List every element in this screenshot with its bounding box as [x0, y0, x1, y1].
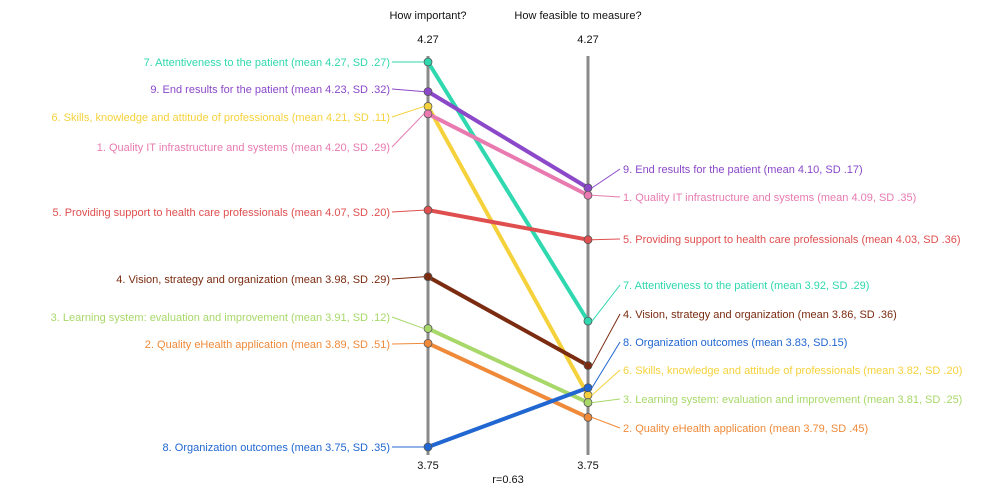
left-leader-line: [391, 342, 425, 345]
series-6: 4. Vision, strategy and organization (me…: [116, 272, 897, 370]
right-data-label: 6. Skills, knowledge and attitude of pro…: [623, 365, 962, 377]
left-point: [423, 57, 433, 67]
right-point: [583, 361, 593, 370]
left-data-label: 5. Providing support to health care prof…: [52, 207, 390, 219]
left-point: [423, 102, 433, 111]
series-3: 6. Skills, knowledge and attitude of pro…: [51, 102, 962, 400]
right-point: [583, 183, 593, 193]
left-data-label: 4. Vision, strategy and organization (me…: [116, 274, 390, 286]
right-leader-line: [591, 341, 621, 389]
series-line: [426, 274, 590, 368]
right-point: [583, 412, 593, 422]
right-point: [583, 190, 593, 200]
right-point: [583, 398, 593, 407]
left-leader-line: [391, 209, 425, 213]
right-data-label: 1. Quality IT infrastructure and systems…: [623, 192, 916, 204]
left-data-label: 3. Learning system: evaluation and impro…: [51, 312, 390, 324]
series-line: [426, 111, 590, 198]
right-data-label: 3. Learning system: evaluation and impro…: [623, 394, 962, 406]
left-point: [423, 324, 433, 333]
correlation-label: r=0.63: [492, 474, 524, 486]
series-line: [426, 208, 590, 242]
left-data-label: 9. End results for the patient (mean 4.2…: [150, 84, 390, 96]
series-line: [426, 385, 590, 449]
left-data-label: 6. Skills, knowledge and attitude of pro…: [51, 112, 390, 124]
left-data-label: 2. Quality eHealth application (mean 3.8…: [145, 339, 390, 351]
left-point: [423, 109, 433, 119]
left-point: [423, 272, 433, 282]
series-9: 8. Organization outcomes (mean 3.75, SD …: [163, 337, 848, 454]
left-leader-line: [391, 105, 425, 118]
series-4: 1. Quality IT infrastructure and systems…: [97, 109, 916, 204]
right-leader-line: [591, 168, 621, 189]
left-data-label: 1. Quality IT infrastructure and systems…: [97, 142, 390, 154]
right-data-label: 8. Organization outcomes (mean 3.83, SD.…: [623, 337, 847, 349]
left-leader-line: [391, 316, 425, 330]
series-line: [426, 104, 590, 398]
right-point: [583, 316, 593, 326]
right-axis-max-label: 4.27: [577, 34, 598, 46]
series-5: 5. Providing support to health care prof…: [52, 205, 961, 246]
left-axis-max-label: 4.27: [417, 34, 438, 46]
right-leader-line: [591, 313, 621, 366]
series-8: 2. Quality eHealth application (mean 3.8…: [145, 338, 868, 435]
left-leader-line: [391, 113, 425, 148]
series-group: 7. Attentiveness to the patient (mean 4.…: [51, 57, 963, 454]
right-data-label: 9. End results for the patient (mean 4.1…: [623, 164, 863, 176]
left-data-label: 7. Attentiveness to the patient (mean 4.…: [144, 57, 390, 69]
left-point: [423, 205, 433, 215]
left-leader-line: [391, 276, 425, 280]
series-line: [426, 89, 590, 190]
left-data-label: 8. Organization outcomes (mean 3.75, SD …: [163, 442, 390, 454]
right-data-label: 7. Attentiveness to the patient (mean 3.…: [623, 280, 869, 292]
right-leader-line: [591, 194, 621, 198]
left-leader-line: [391, 88, 425, 93]
right-point: [583, 383, 593, 393]
right-leader-line: [591, 284, 621, 322]
right-leader-line: [591, 369, 621, 396]
series-2: 9. End results for the patient (mean 4.2…: [150, 84, 863, 193]
right-leader-line: [591, 398, 621, 404]
series-line: [426, 341, 590, 420]
series-7: 3. Learning system: evaluation and impro…: [51, 312, 962, 407]
right-leader-line: [591, 416, 621, 429]
right-point: [583, 390, 593, 400]
series-1: 7. Attentiveness to the patient (mean 4.…: [144, 57, 869, 326]
left-point: [423, 338, 433, 348]
left-point: [423, 87, 433, 97]
right-column-header: How feasible to measure?: [514, 10, 641, 22]
right-leader-line: [591, 238, 621, 241]
right-axis-min-label: 3.75: [577, 460, 598, 472]
series-line: [426, 326, 590, 405]
right-data-label: 2. Quality eHealth application (mean 3.7…: [623, 423, 868, 435]
right-data-label: 4. Vision, strategy and organization (me…: [623, 309, 897, 321]
left-point: [423, 442, 433, 452]
left-axis-min-label: 3.75: [417, 460, 438, 472]
right-data-label: 5. Providing support to health care prof…: [623, 234, 961, 246]
right-point: [583, 235, 593, 245]
left-column-header: How important?: [389, 10, 466, 22]
series-line: [426, 60, 590, 324]
